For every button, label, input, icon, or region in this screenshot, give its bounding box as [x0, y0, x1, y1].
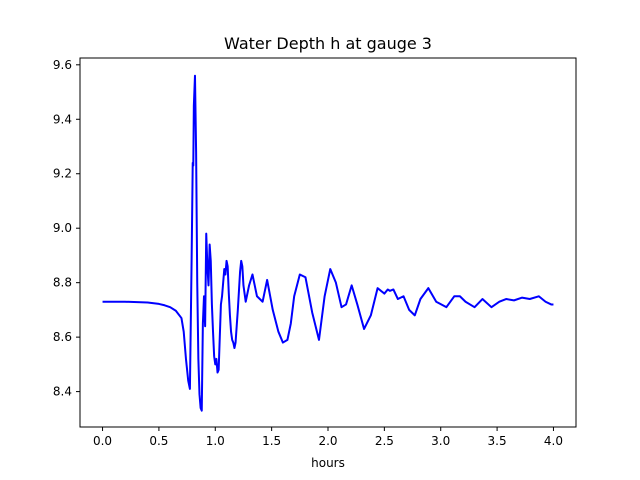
- x-axis-ticks: 0.0 0.5 1.0 1.5 2.0 2.5 3.0 3.5 4.0: [93, 427, 563, 448]
- series-line-0: [102, 74, 554, 412]
- x-tick-label: 3.5: [488, 434, 507, 448]
- x-tick-label: 4.0: [544, 434, 563, 448]
- y-axis-ticks: 8.4 8.6 8.8 9.0 9.2 9.4 9.6: [53, 58, 80, 399]
- x-axis-label: hours: [311, 456, 345, 470]
- x-tick-label: 0.0: [93, 434, 112, 448]
- y-tick-label: 8.4: [53, 385, 72, 399]
- x-tick-label: 1.0: [206, 434, 225, 448]
- x-tick-label: 2.5: [375, 434, 394, 448]
- chart-title: Water Depth h at gauge 3: [224, 34, 432, 53]
- y-tick-label: 9.6: [53, 58, 72, 72]
- x-tick-label: 2.0: [318, 434, 337, 448]
- y-tick-label: 9.0: [53, 221, 72, 235]
- series-layer: [102, 74, 554, 412]
- x-tick-label: 3.0: [431, 434, 450, 448]
- y-tick-label: 9.2: [53, 167, 72, 181]
- x-tick-label: 0.5: [149, 434, 168, 448]
- y-tick-label: 8.8: [53, 276, 72, 290]
- x-tick-label: 1.5: [262, 434, 281, 448]
- y-tick-label: 9.4: [53, 112, 72, 126]
- y-tick-label: 8.6: [53, 330, 72, 344]
